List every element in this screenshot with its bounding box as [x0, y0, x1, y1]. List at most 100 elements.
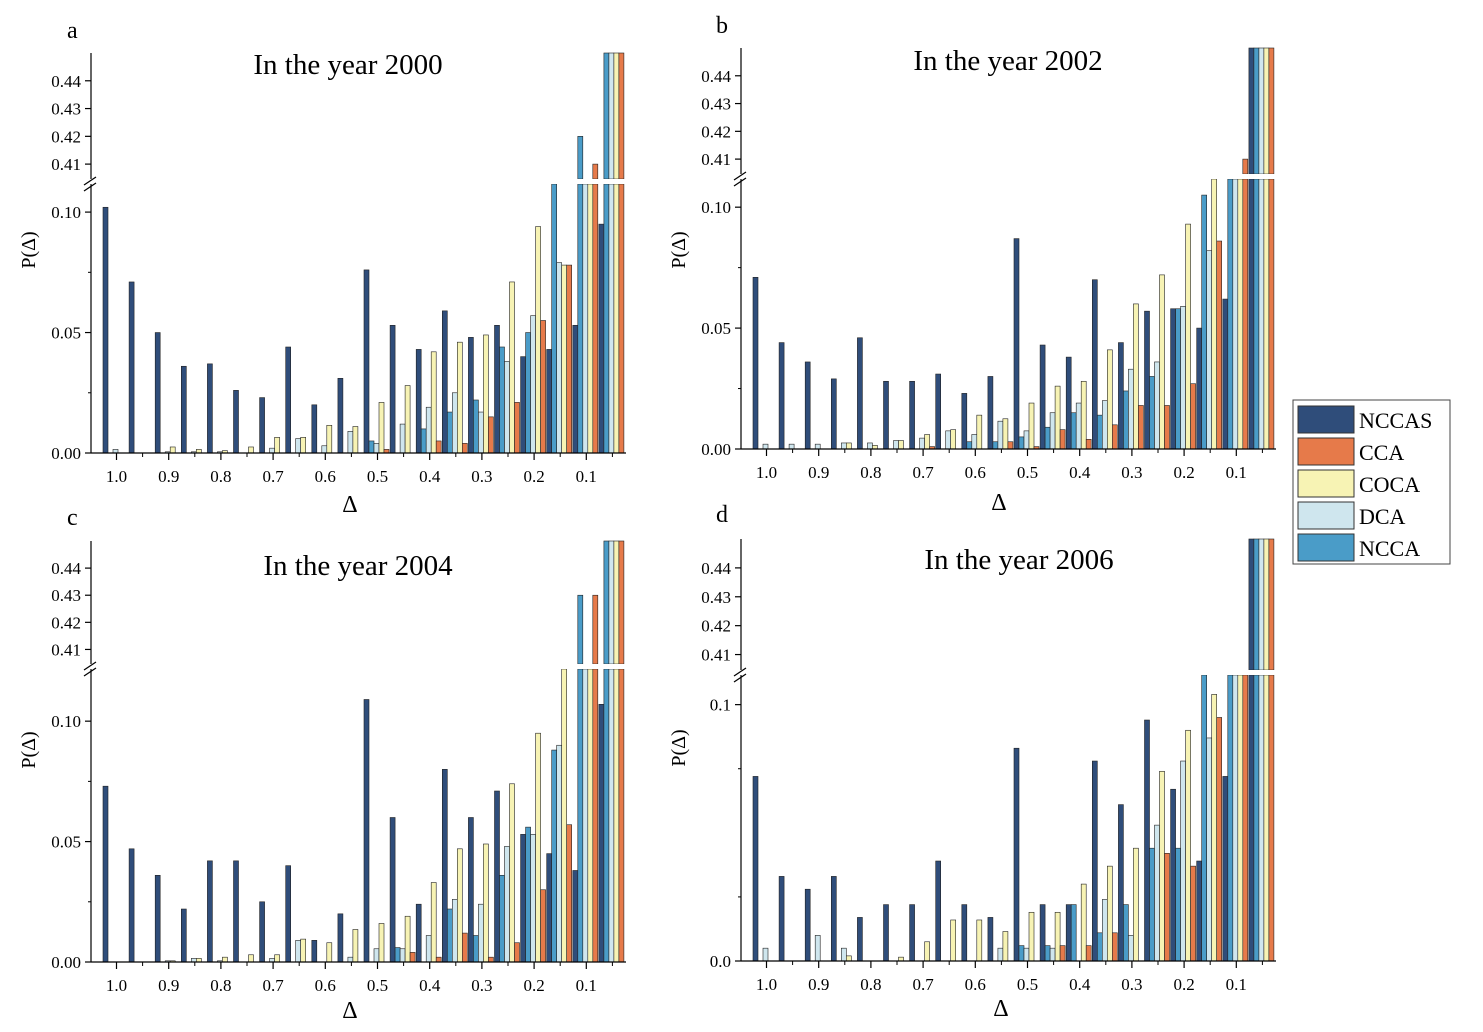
axes: 0.0 0.1 0.41 0.42 0.43 0.44 1.0 0.9 0.8 0.7 0.6 0.5…: [701, 539, 1276, 994]
bar-ncca-0.45: [1044, 945, 1051, 962]
bar-dca-0.65: [295, 940, 302, 963]
bar-cca-0.1-upper: [592, 163, 599, 180]
bar-nccas-0.7: [259, 901, 265, 963]
bar-coca-0.5: [1028, 911, 1035, 962]
bar-dca-0.9: [814, 935, 821, 962]
x-tick-label: 0.7: [912, 975, 934, 994]
bar-coca-0.8: [222, 956, 228, 963]
bar-nccas-0.45: [389, 817, 396, 963]
bar-cca-0.1: [1242, 674, 1249, 962]
legend-label-cca: CCA: [1359, 440, 1404, 465]
bar-nccas-0.5: [1013, 238, 1020, 450]
bar-cca-0.25: [1164, 853, 1170, 962]
bar-dca-0.85: [840, 947, 847, 962]
bar-coca-0.6: [976, 919, 983, 962]
bar-coca-0.45: [404, 385, 411, 454]
bar-dca-0.3: [1128, 935, 1134, 962]
bar-cca-0.25: [1164, 405, 1170, 450]
bar-coca-0.9: [169, 446, 176, 454]
bar-nccas-0.7: [259, 397, 265, 454]
bar-coca-0.65: [950, 429, 957, 450]
bar-dca-0.45: [1049, 412, 1056, 450]
bar-nccas-0.45: [1039, 344, 1046, 450]
bar-dca-0.9: [814, 443, 821, 450]
x-tick-label: 0.3: [1121, 975, 1142, 994]
bar-nccas-0.3: [1118, 804, 1124, 962]
legend-label-ncca: NCCA: [1359, 536, 1420, 561]
bar-nccas-0.55: [337, 378, 344, 454]
bar-ncca-0.05: [1253, 178, 1260, 450]
bar-ncca-0.05: [603, 183, 610, 454]
bar-ncca-0.3: [473, 935, 479, 963]
bar-coca-0.1: [1237, 674, 1244, 962]
x-tick-label: 0.7: [262, 467, 284, 486]
bar-nccas-0.4: [1065, 904, 1072, 962]
bar-coca-0.1: [587, 183, 594, 454]
bar-dca-0.35: [451, 899, 458, 963]
bar-coca-0.1: [1237, 178, 1244, 450]
bar-nccas-0.75: [233, 390, 239, 454]
bar-dca-0.75: [893, 440, 899, 450]
bar-coca-0.3: [483, 843, 489, 963]
bar-cca-0.25: [514, 402, 520, 454]
bar-nccas-0.75: [883, 904, 889, 962]
bar-coca-0.3: [1133, 847, 1139, 962]
bar-ncca-0.35: [446, 411, 453, 454]
bar-dca-0.15: [1206, 737, 1212, 962]
bar-coca-0.75: [898, 440, 904, 450]
bar-ncca-0.15: [1201, 194, 1207, 450]
bar-nccas-1: [752, 277, 759, 450]
bar-nccas-0.05: [1248, 178, 1255, 450]
bar-cca-0.05-upper: [1268, 47, 1275, 175]
axis-break-gap: [742, 174, 1277, 179]
axis-break-mark: [733, 177, 747, 187]
bar-ncca-0.2: [1175, 308, 1181, 450]
bar-ncca-0.5: [368, 440, 375, 454]
bar-dca-0.65: [945, 430, 952, 450]
y-tick-label: 0.43: [51, 100, 81, 119]
bar-nccas-0.25: [494, 325, 500, 454]
bar-coca-0.55: [352, 929, 359, 963]
bar-coca-0.2: [535, 226, 541, 454]
bar-coca-0.7: [924, 434, 930, 450]
bar-dca-0.3: [478, 411, 484, 454]
bar-nccas-0.4: [1065, 356, 1072, 450]
x-tick-label: 0.2: [523, 976, 544, 995]
bar-nccas-0.1: [572, 870, 579, 963]
bar-coca-0.55: [1002, 418, 1009, 450]
bar-nccas-0.95: [128, 281, 135, 454]
bar-cca-0.1: [1242, 178, 1249, 450]
bar-ncca-0.1: [1227, 178, 1234, 450]
bar-dca-0.2: [530, 834, 536, 963]
bar-cca-0.15: [1216, 240, 1222, 450]
bar-cca-0.05-upper: [618, 52, 625, 180]
bar-ncca-0.55: [992, 441, 999, 450]
bar-nccas-0.95: [778, 342, 785, 450]
legend-label-dca: DCA: [1359, 504, 1406, 529]
bar-nccas-0.5: [363, 269, 370, 454]
bar-dca-0.05: [608, 183, 615, 454]
bar-nccas-0.3: [1118, 342, 1124, 450]
y-tick-label: 0.43: [51, 586, 81, 605]
chart-title: In the year 2000: [253, 49, 442, 81]
bar-coca-0.4: [1080, 380, 1087, 450]
bar-nccas-0.15: [546, 349, 553, 454]
bar-dca-0.25: [1154, 824, 1160, 962]
bar-dca-0.45: [1049, 947, 1056, 962]
x-tick-label: 0.6: [315, 467, 336, 486]
bar-ncca-0.3: [473, 399, 479, 454]
bar-ncca-0.15: [551, 749, 558, 963]
bar-ncca-0.4: [1070, 904, 1077, 962]
bar-dca-0.55: [997, 420, 1004, 450]
bar-dca-0.05: [608, 668, 615, 963]
legend-label-coca: COCA: [1359, 472, 1420, 497]
bar-dca-0.4: [425, 406, 432, 454]
bar-nccas-0.1: [1222, 776, 1229, 962]
bar-nccas-0.8: [207, 363, 213, 454]
bar-nccas-0.9: [804, 888, 811, 962]
legend-item-dca: DCA: [1297, 501, 1406, 530]
y-tick-label: 0.41: [701, 646, 731, 665]
bar-dca-0.15: [556, 744, 563, 963]
bar-dca-0.45: [399, 948, 406, 963]
